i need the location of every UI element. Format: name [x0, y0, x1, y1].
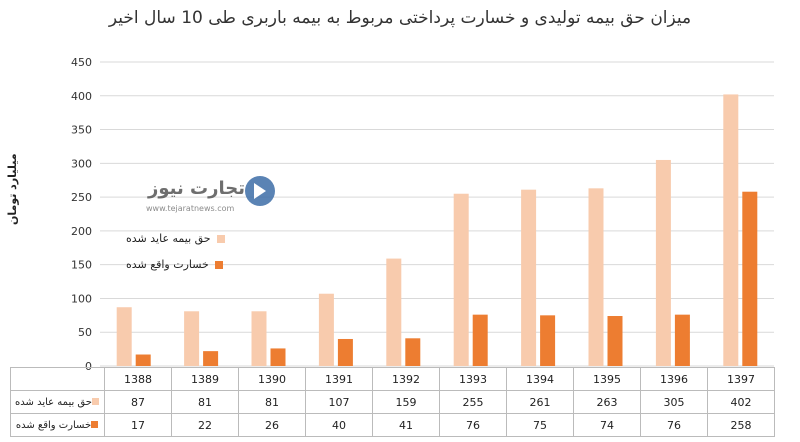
table-year-cell: 1389 — [171, 367, 239, 391]
table-value-cell: 81 — [171, 390, 239, 414]
table-year-cell: 1390 — [238, 367, 306, 391]
y-tick-label: 0 — [85, 360, 92, 370]
table-year-cell: 1397 — [707, 367, 775, 391]
table-swatch-losses — [91, 421, 99, 428]
legend-swatch-premium — [216, 234, 225, 243]
y-tick-label: 450 — [71, 56, 92, 69]
table-value-cell: 107 — [305, 390, 373, 414]
table-value-cell: 76 — [640, 413, 708, 437]
y-tick-label: 400 — [71, 90, 92, 103]
table-value-cell: 255 — [439, 390, 507, 414]
table-year-cell: 1391 — [305, 367, 373, 391]
table-value-cell: 75 — [506, 413, 574, 437]
table-value-cell: 76 — [439, 413, 507, 437]
table-value-cell: 40 — [305, 413, 373, 437]
y-tick-label: 150 — [71, 259, 92, 272]
legend-label-losses: خسارت واقع شده — [126, 258, 209, 271]
table-year-cell: 1395 — [573, 367, 641, 391]
table-value-cell: 258 — [707, 413, 775, 437]
bar-losses — [270, 348, 286, 366]
bar-premium — [116, 307, 132, 366]
table-row-premium: حق بیمه عاید شده 87 81 81 107 159 255 261 263 30… — [10, 390, 775, 414]
y-tick-label: 200 — [71, 225, 92, 238]
bar-losses — [540, 315, 556, 366]
table-header-row: 1388 1389 1390 1391 1392 1393 1394 1395 1396 1397 — [10, 367, 775, 391]
watermark-logo-icon — [245, 176, 275, 206]
chart-title: میزان حق بیمه تولیدی و خسارت پرداختی مرب… — [108, 8, 692, 28]
watermark-url: www.tejaratnews.com — [146, 204, 235, 213]
bar-losses — [135, 354, 151, 366]
table-row-label-losses: خسارت واقع شده — [10, 413, 105, 437]
y-tick-label: 100 — [71, 292, 92, 305]
table-value-cell: 305 — [640, 390, 708, 414]
legend-item-premium: حق بیمه عاید شده — [126, 232, 225, 245]
bar-premium — [318, 293, 334, 366]
legend-item-losses: خسارت واقع شده — [126, 258, 223, 271]
table-year-cell: 1394 — [506, 367, 574, 391]
table-row-label-premium: حق بیمه عاید شده — [10, 390, 105, 414]
tejaratnews-watermark: تجارت نیوز www.tejaratnews.com — [138, 176, 278, 216]
watermark-brand: تجارت نیوز — [148, 178, 245, 199]
y-tick-label: 350 — [71, 124, 92, 137]
bar-losses — [337, 338, 353, 366]
legend-swatch-losses — [214, 260, 223, 269]
bar-premium — [588, 188, 604, 366]
bar-losses — [607, 316, 623, 366]
bar-premium — [386, 258, 402, 366]
y-tick-label: 250 — [71, 191, 92, 204]
y-tick-label: 300 — [71, 157, 92, 170]
bar-losses — [203, 351, 219, 366]
bar-premium — [453, 193, 469, 366]
table-value-cell: 159 — [372, 390, 440, 414]
table-value-cell: 402 — [707, 390, 775, 414]
bar-losses — [674, 314, 690, 366]
bar-premium — [521, 189, 537, 366]
table-corner-cell — [10, 367, 105, 391]
bar-premium — [723, 94, 739, 366]
table-value-cell: 74 — [573, 413, 641, 437]
table-value-cell: 26 — [238, 413, 306, 437]
bar-losses — [405, 338, 421, 366]
bar-premium — [655, 159, 671, 366]
table-value-cell: 263 — [573, 390, 641, 414]
table-value-cell: 41 — [372, 413, 440, 437]
table-value-cell: 261 — [506, 390, 574, 414]
bar-premium — [184, 311, 200, 366]
table-year-cell: 1388 — [104, 367, 172, 391]
table-swatch-premium — [91, 398, 99, 405]
table-value-cell: 87 — [104, 390, 172, 414]
table-row-label-text: خسارت واقع شده — [15, 419, 92, 431]
legend-label-premium: حق بیمه عاید شده — [126, 232, 211, 245]
table-value-cell: 81 — [238, 390, 306, 414]
table-value-cell: 22 — [171, 413, 239, 437]
data-table: 1388 1389 1390 1391 1392 1393 1394 1395 1396 1397… — [10, 367, 775, 437]
table-year-cell: 1393 — [439, 367, 507, 391]
chart-plot: 0 50 100 150 200 250 300 350 400 450 — [71, 56, 774, 370]
table-row-losses: خسارت واقع شده 17 22 26 40 41 76 75 74 76 258 — [10, 413, 775, 437]
bar-losses — [472, 314, 488, 366]
table-value-cell: 17 — [104, 413, 172, 437]
bar-premium — [251, 311, 267, 366]
bar-losses — [742, 191, 758, 366]
y-tick-label: 50 — [78, 326, 92, 339]
table-year-cell: 1392 — [372, 367, 440, 391]
table-row-label-text: حق بیمه عاید شده — [15, 396, 92, 408]
table-year-cell: 1396 — [640, 367, 708, 391]
